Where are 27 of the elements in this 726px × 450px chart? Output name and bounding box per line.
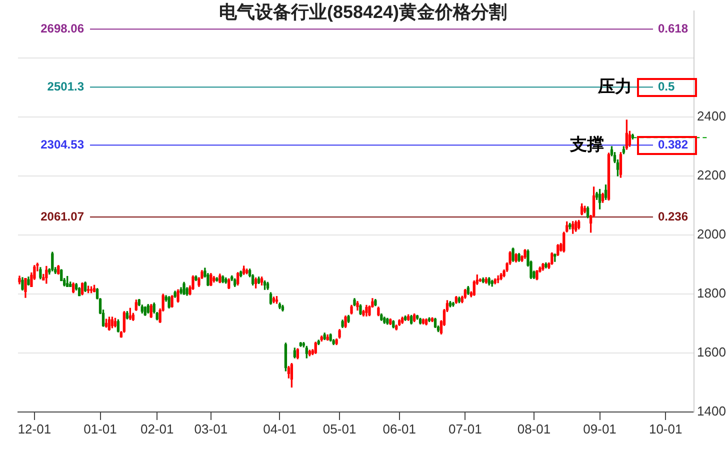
annotation: 0.236 [658, 209, 688, 224]
candlestick [496, 275, 500, 284]
chart-title: 电气设备行业(858424)黄金价格分割 [218, 2, 508, 22]
x-tick-label: 12-01 [18, 421, 52, 436]
annotation: 0.382 [658, 137, 688, 152]
x-tick-label: 03-01 [194, 421, 228, 436]
x-tick-label: 04-01 [263, 421, 296, 436]
x-tick-label: 08-01 [517, 421, 551, 436]
annotation: 0.5 [658, 79, 676, 94]
x-tick-label: 05-01 [322, 421, 356, 436]
y-tick-label: 1400 [697, 404, 726, 419]
ref-line-label: 2061.07 [40, 209, 84, 224]
ref-line-label: 2304.53 [40, 137, 84, 152]
x-tick-label: 01-01 [84, 421, 117, 436]
annotation: 0.618 [658, 21, 688, 36]
ref-line-label: 2698.06 [40, 21, 84, 36]
ref-line-label: 2501.3 [47, 79, 84, 94]
y-tick-label: 1800 [697, 286, 726, 301]
x-tick-label: 10-01 [648, 421, 682, 436]
y-tick-label: 2400 [697, 108, 726, 124]
x-tick-label: 06-01 [382, 421, 416, 436]
x-tick-label: 09-01 [583, 421, 616, 436]
x-tick-label: 07-01 [448, 421, 482, 436]
x-tick-label: 02-01 [140, 421, 174, 436]
y-tick-label: 1600 [697, 344, 726, 360]
y-tick-label: 2000 [697, 226, 726, 242]
y-tick-label: 2200 [697, 168, 726, 183]
